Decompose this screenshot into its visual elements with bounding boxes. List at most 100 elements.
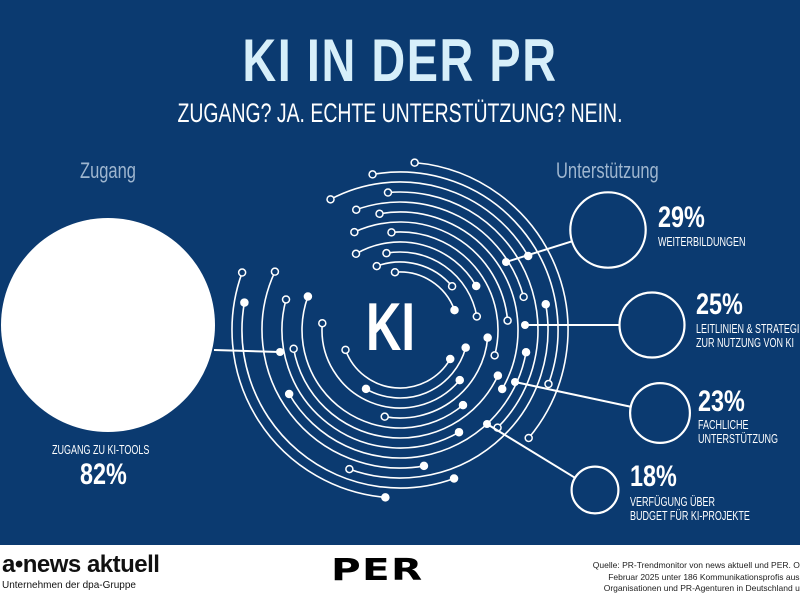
circuit-trace (349, 304, 549, 479)
connector-line (514, 381, 631, 408)
circuit-node (341, 345, 350, 355)
support-value-0: 29% (658, 201, 705, 234)
circuit-node (458, 400, 468, 410)
circuit-node (390, 267, 400, 277)
circuit-node (419, 461, 429, 471)
circuit-trace (292, 348, 499, 439)
circuit-node (450, 305, 459, 315)
circuit-trace (330, 181, 529, 257)
circuit-trace (394, 271, 456, 311)
circuit-node (381, 493, 390, 502)
circuit-trace (387, 191, 539, 429)
page-title: KI IN DER PR (242, 27, 558, 94)
support-label-2a: FACHLICHE (698, 418, 749, 432)
support-label-3a: VERFÜGUNG ÜBER (630, 495, 716, 509)
circuit-node (410, 158, 419, 167)
circuit-node (303, 292, 313, 301)
circuit-trace (414, 161, 569, 439)
circuit-node (383, 188, 393, 197)
circuit-node (361, 384, 371, 394)
footer: a•news aktuell Unternehmen der dpa-Grupp… (0, 543, 800, 600)
connector-line (505, 240, 573, 263)
page-subtitle: ZUGANG? JA. ECHTE UNTERSTÜTZUNG? NEIN. (177, 98, 623, 128)
circuit-trace (231, 272, 386, 499)
circuit-node (483, 333, 492, 342)
circuit-node (237, 268, 247, 277)
circuit-node (503, 316, 512, 325)
circuit-trace (384, 337, 489, 419)
circuit-trace (281, 299, 460, 449)
circuit-node (240, 298, 249, 307)
circuit-node (521, 347, 531, 357)
connector-node (276, 348, 284, 356)
circuit-node (318, 318, 327, 328)
circuit-trace (261, 271, 425, 469)
circuit-node (326, 195, 335, 204)
circuit-node (524, 433, 533, 443)
news-aktuell-subtitle: Unternehmen der dpa-Gruppe (2, 580, 136, 591)
support-circle-3 (570, 465, 620, 515)
circuit-node (455, 375, 465, 385)
circuit-trace (391, 231, 499, 356)
source-line: Quelle: PR-Trendmonitor von news aktuell… (592, 560, 800, 570)
circuit-node (382, 248, 391, 258)
circuit-node (541, 300, 551, 309)
circuit-trace (386, 251, 478, 317)
circuit-trace (355, 201, 525, 298)
circuit-node (471, 281, 481, 291)
support-value-3: 18% (630, 460, 677, 493)
circuit-node (445, 354, 455, 364)
connector-line (486, 423, 576, 479)
circuit-node (449, 474, 459, 483)
circuit-node (461, 343, 470, 352)
access-value: 82% (80, 458, 127, 491)
circuit-node (372, 261, 381, 271)
circuit-node (472, 312, 482, 321)
circuit-node (289, 344, 298, 354)
circuit-node (375, 209, 384, 219)
circuit-node (350, 227, 359, 237)
support-value-1: 25% (696, 288, 743, 321)
connector-node (521, 321, 529, 329)
connector-node (502, 258, 510, 266)
source-line: Organisationen und PR-Agenturen in Deuts… (603, 583, 800, 593)
circuit-trace (321, 323, 461, 409)
circuit-trace (344, 349, 451, 389)
infographic-graphic (1, 158, 691, 515)
connector-node (483, 420, 491, 428)
circuit-trace (376, 261, 453, 287)
support-label-1a: LEITLINIEN & STRATEGIE (696, 322, 800, 336)
ki-center-label: KI (366, 289, 415, 365)
per-logo: PER (331, 553, 424, 588)
circuit-node (351, 205, 361, 214)
section-heading-zugang: Zugang (80, 158, 136, 183)
circuit-trace (288, 352, 527, 459)
circuit-node (351, 249, 361, 259)
circuit-trace (241, 302, 455, 489)
circuit-node (490, 351, 499, 360)
circuit-node (519, 292, 528, 302)
circuit-node (544, 379, 553, 389)
section-heading-unterstuetzung: Unterstützung (556, 158, 659, 183)
circuit-node (454, 427, 464, 437)
connector-line (213, 349, 281, 353)
news-aktuell-logo: a•news aktuell (2, 551, 160, 578)
support-label-2b: UNTERSTÜTZUNG (698, 432, 778, 446)
support-value-2: 23% (698, 385, 745, 418)
circuit-trace (355, 241, 477, 287)
circuit-node (368, 170, 377, 179)
support-label-3b: BUDGET FÜR KI-PROJEKTE (630, 509, 750, 523)
circuit-node (281, 295, 291, 304)
circuit-node (497, 384, 507, 394)
source-note: Quelle: PR-Trendmonitor von news aktuell… (582, 560, 800, 595)
circuit-trace (354, 221, 509, 321)
circuit-trace (365, 347, 467, 399)
support-circle-0 (569, 191, 647, 269)
circuit-node (270, 267, 280, 276)
circuit-node (447, 282, 457, 291)
circuit-trace (379, 211, 519, 390)
circuit-trace (372, 171, 559, 385)
access-circle (1, 218, 215, 432)
connector-node (511, 378, 519, 386)
circuit-node (387, 228, 396, 237)
